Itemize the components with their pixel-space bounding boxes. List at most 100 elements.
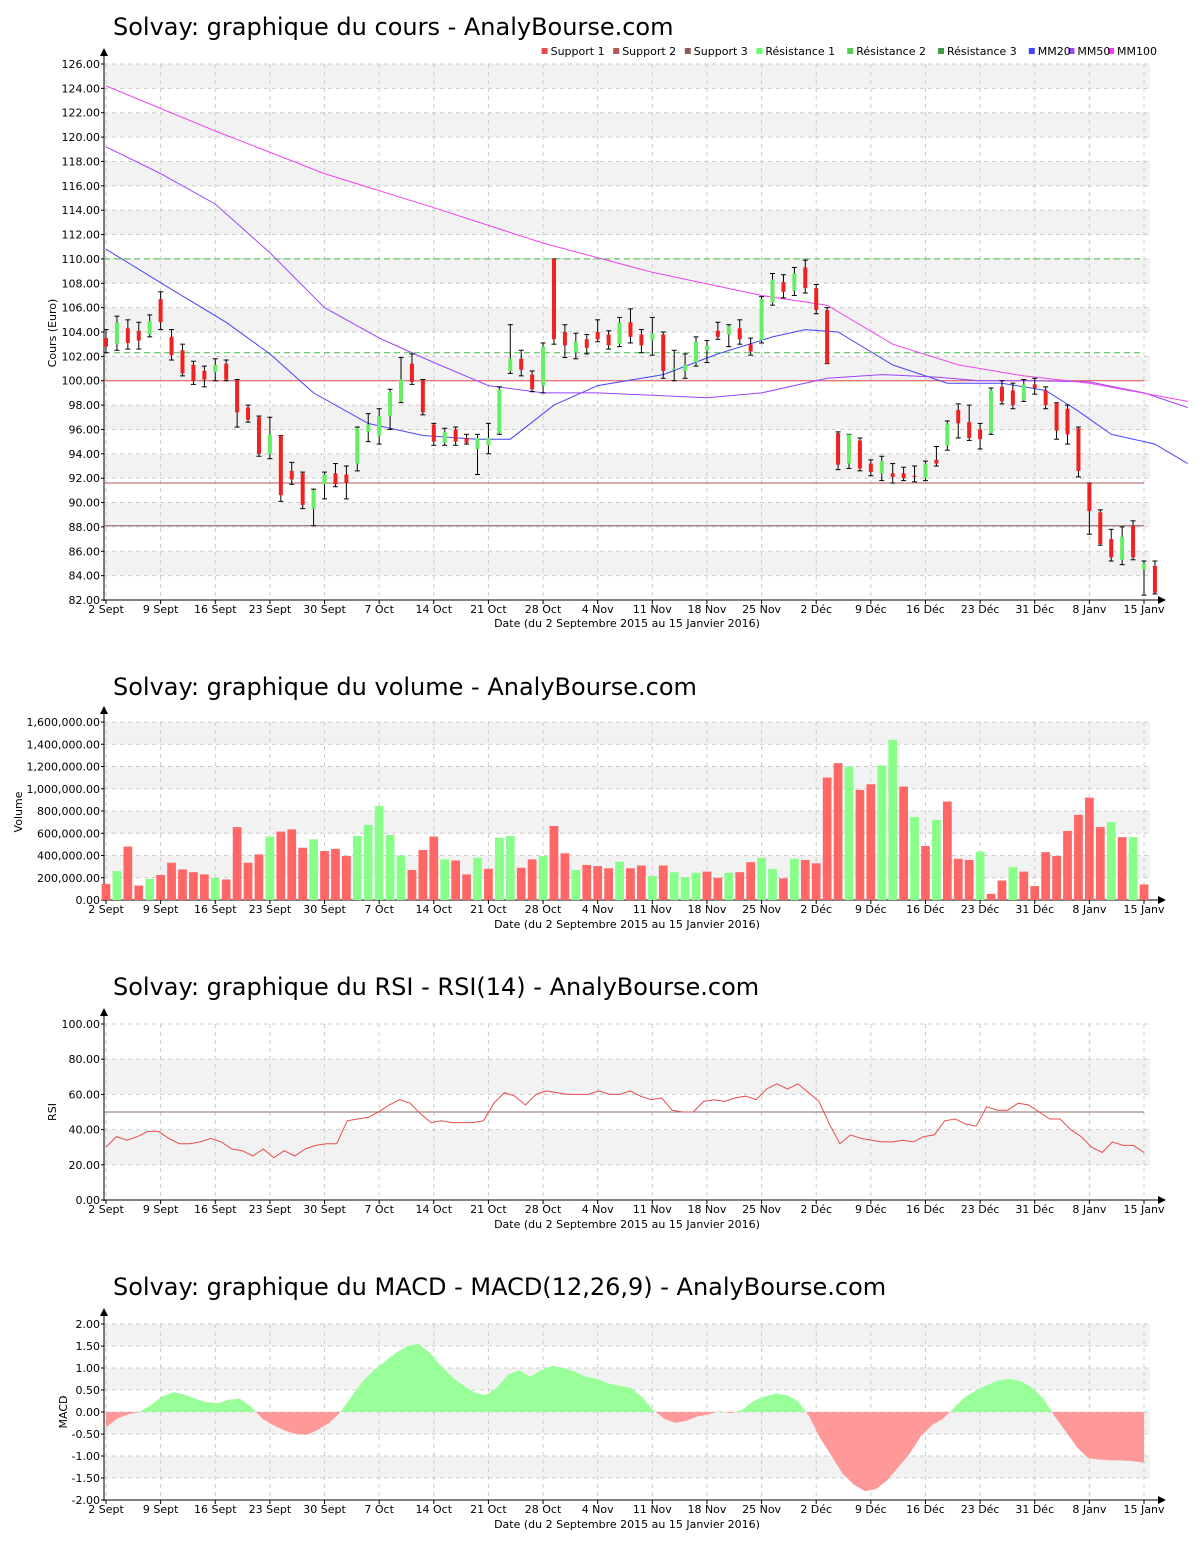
- volume-bar: [516, 867, 526, 900]
- macd-chart: Solvay: graphique du MACD - MACD(12,26,9…: [57, 1273, 1166, 1531]
- price-chart-title: Solvay: graphique du cours - AnalyBourse…: [113, 13, 673, 41]
- volume-bar: [396, 855, 406, 900]
- macd-negative-area: [724, 1412, 736, 1414]
- price-candle-body: [814, 288, 819, 311]
- price-x-tick-label: 9 Déc: [855, 603, 887, 616]
- volume-bar: [538, 856, 548, 900]
- price-candle-body: [541, 346, 546, 386]
- price-candle-body: [431, 424, 436, 442]
- volume-y-tick-label: 200,000.00: [37, 872, 100, 885]
- price-candle-body: [890, 473, 895, 477]
- price-candle-body: [1043, 390, 1048, 406]
- price-legend: MM100 MM50 MM20 Résistance 3 Résistance 2 Rés…: [541, 45, 1157, 58]
- price-candle-body: [224, 363, 229, 380]
- macd-x-tick-label: 2 Déc: [800, 1503, 832, 1516]
- price-y-tick-label: 118.00: [62, 155, 101, 168]
- price-y-tick-label: 110.00: [62, 253, 101, 266]
- price-candle-body: [989, 390, 994, 434]
- volume-band: [104, 811, 1150, 834]
- volume-bar: [910, 817, 919, 900]
- rsi-band: [104, 1059, 1150, 1095]
- price-candle-body: [770, 279, 775, 303]
- volume-bar: [866, 784, 876, 900]
- volume-bar: [473, 857, 482, 900]
- rsi-y-tick-label: 80.00: [69, 1053, 101, 1066]
- volume-bar: [986, 893, 996, 900]
- volume-bar: [156, 874, 166, 900]
- price-candle-body: [409, 363, 414, 382]
- price-y-tick-label: 88.00: [69, 521, 101, 534]
- volume-bar: [1128, 837, 1138, 900]
- rsi-x-tick-label: 18 Nov: [687, 1203, 726, 1216]
- price-candle-body: [180, 350, 185, 374]
- volume-bar: [221, 879, 231, 900]
- macd-x-tick-label: 14 Oct: [416, 1503, 453, 1516]
- price-legend-label: MM50: [1077, 45, 1110, 58]
- price-candle-body: [191, 364, 196, 381]
- price-candle-body: [202, 370, 207, 380]
- price-candle-body: [726, 325, 731, 335]
- volume-bar: [626, 868, 635, 900]
- price-band: [104, 112, 1150, 138]
- volume-y-axis-label: Volume: [12, 791, 25, 832]
- price-candle-body: [169, 336, 174, 356]
- price-candle-body: [1010, 390, 1015, 406]
- volume-bar: [374, 805, 384, 900]
- volume-x-tick-label: 23 Déc: [961, 903, 1000, 916]
- volume-bar: [1052, 856, 1061, 900]
- price-candle-body: [978, 429, 983, 440]
- price-candle-body: [1120, 536, 1125, 560]
- price-x-tick-label: 31 Déc: [1015, 603, 1054, 616]
- rsi-y-tick-label: 0.00: [76, 1194, 101, 1207]
- macd-negative-area: [1051, 1412, 1144, 1463]
- volume-x-tick-label: 14 Oct: [416, 903, 453, 916]
- price-legend-swatch: [541, 48, 548, 54]
- volume-x-tick-label: 31 Déc: [1015, 903, 1054, 916]
- volume-x-tick-label: 15 Janv: [1124, 903, 1165, 916]
- macd-positive-area: [949, 1379, 1052, 1412]
- macd-x-tick-label: 23 Sept: [249, 1503, 292, 1516]
- price-x-tick-label: 23 Déc: [961, 603, 1000, 616]
- volume-bar: [680, 877, 690, 900]
- price-candle-body: [114, 322, 119, 345]
- volume-band: [104, 722, 1150, 745]
- volume-bar: [669, 872, 679, 900]
- volume-bar: [932, 819, 941, 900]
- volume-bar: [964, 859, 974, 900]
- price-y-tick-label: 90.00: [69, 497, 101, 510]
- price-candle-body: [901, 473, 906, 479]
- volume-x-tick-label: 18 Nov: [687, 903, 726, 916]
- volume-bar: [779, 878, 788, 900]
- volume-bar: [189, 872, 198, 900]
- price-y-tick-label: 124.00: [62, 82, 101, 95]
- price-ma-line-mm100: [105, 85, 1188, 402]
- price-x-tick-label: 9 Sept: [143, 603, 179, 616]
- price-band: [104, 453, 1150, 479]
- price-legend-label: Support 3: [694, 45, 748, 58]
- price-x-tick-label: 21 Oct: [470, 603, 507, 616]
- rsi-x-tick-label: 9 Déc: [855, 1203, 887, 1216]
- price-band: [104, 307, 1150, 332]
- volume-bar: [877, 765, 887, 900]
- price-candle-body: [1131, 525, 1136, 558]
- macd-chart-title: Solvay: graphique du MACD - MACD(12,26,9…: [113, 1273, 886, 1301]
- price-candle-body: [377, 416, 382, 436]
- macd-y-tick-label: -0.50: [72, 1428, 100, 1441]
- price-candle-body: [617, 322, 622, 345]
- price-legend-swatch: [1068, 48, 1075, 54]
- macd-band: [104, 1456, 1150, 1478]
- price-y-axis-arrow: [100, 48, 108, 56]
- macd-negative-area: [256, 1412, 341, 1435]
- volume-bar: [768, 868, 777, 900]
- volume-bar: [855, 789, 865, 900]
- price-candle-body: [573, 341, 578, 353]
- rsi-x-tick-label: 21 Oct: [470, 1203, 507, 1216]
- macd-x-tick-label: 2 Sept: [88, 1503, 124, 1516]
- volume-bar: [199, 874, 209, 900]
- volume-bar: [615, 861, 624, 900]
- volume-x-tick-label: 25 Nov: [742, 903, 781, 916]
- price-legend-label: MM100: [1117, 45, 1157, 58]
- rsi-y-tick-label: 40.00: [69, 1124, 101, 1137]
- rsi-x-axis-arrow: [1158, 1196, 1166, 1204]
